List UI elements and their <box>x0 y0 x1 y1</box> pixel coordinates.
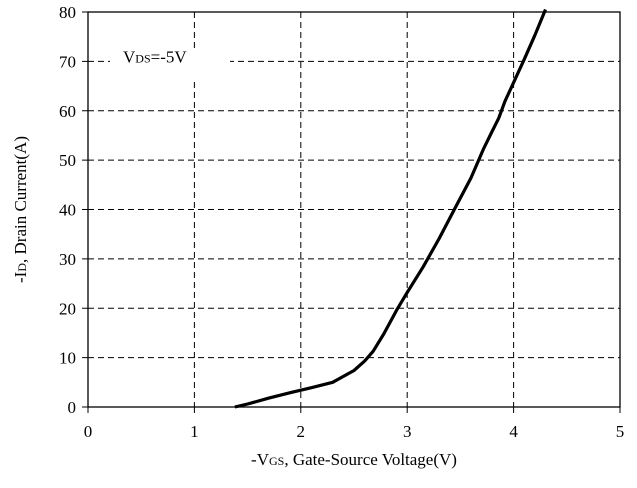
y-axis-label-prefix: -I <box>11 271 30 283</box>
x-axis-label-subscript: GS <box>269 454 284 468</box>
y-tick-labels: 0 10 20 30 40 50 60 70 80 <box>59 3 76 417</box>
x-tick-label: 5 <box>616 422 625 441</box>
x-tick-label: 4 <box>509 422 518 441</box>
x-tick-label: 1 <box>190 422 199 441</box>
y-tick-label: 30 <box>59 250 76 269</box>
x-tick-label: 2 <box>297 422 306 441</box>
y-tick-label: 40 <box>59 201 76 220</box>
y-tick-label: 10 <box>59 349 76 368</box>
x-axis-label-suffix: , Gate-Source Voltage(V) <box>284 450 457 469</box>
y-tick-label: 50 <box>59 151 76 170</box>
y-tick-label: 20 <box>59 299 76 318</box>
y-tick-label: 60 <box>59 102 76 121</box>
x-tick-label: 3 <box>403 422 412 441</box>
vds-annotation-suffix: =-5V <box>151 47 188 66</box>
y-tick-label: 80 <box>59 3 76 22</box>
y-tick-label: 0 <box>68 398 77 417</box>
y-tick-label: 70 <box>59 52 76 71</box>
vds-annotation-prefix: V <box>123 47 136 66</box>
vds-annotation: VDS=-5V <box>123 47 187 66</box>
y-axis-label: -ID, Drain Current(A) <box>11 136 30 283</box>
x-tick-label: 0 <box>84 422 93 441</box>
y-axis-label-subscript: D <box>15 263 29 272</box>
y-axis-label-suffix: , Drain Current(A) <box>11 136 30 263</box>
vds-annotation-subscript: DS <box>135 51 150 65</box>
x-axis-label-prefix: -V <box>251 450 270 469</box>
